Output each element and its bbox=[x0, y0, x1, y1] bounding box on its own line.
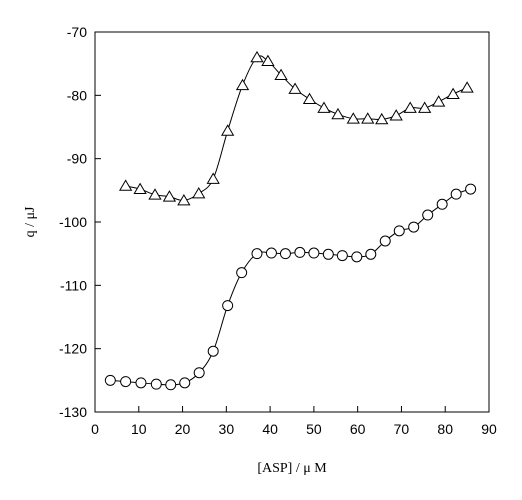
data-point-circle bbox=[236, 267, 248, 279]
data-point-triangle bbox=[206, 172, 220, 184]
series-triangle bbox=[118, 50, 474, 206]
data-point-circle bbox=[322, 248, 334, 260]
data-point-circle bbox=[135, 377, 147, 389]
x-axis-label: [ASP] / μ M bbox=[257, 461, 327, 476]
y-tick-label: -130 bbox=[59, 404, 87, 420]
data-point-circle bbox=[408, 221, 420, 233]
data-point-circle bbox=[450, 188, 462, 200]
data-point-triangle bbox=[250, 50, 264, 63]
data-point-circle bbox=[193, 367, 205, 379]
y-tick-label: -70 bbox=[67, 24, 87, 40]
series-circle bbox=[104, 183, 477, 391]
data-point-circle bbox=[351, 251, 363, 263]
y-tick-label: -110 bbox=[60, 277, 87, 293]
data-point-circle bbox=[222, 300, 234, 312]
data-point-circle bbox=[265, 247, 277, 259]
data-point-triangle bbox=[432, 95, 446, 107]
data-point-triangle bbox=[220, 124, 235, 136]
data-point-circle bbox=[294, 246, 306, 258]
data-point-triangle bbox=[133, 182, 147, 194]
y-tick-label: -100 bbox=[59, 214, 87, 230]
data-point-triangle bbox=[162, 190, 177, 202]
y-tick-label: -80 bbox=[67, 87, 87, 103]
series-line bbox=[125, 55, 468, 201]
data-point-triangle bbox=[274, 68, 288, 80]
x-tick-label: 90 bbox=[481, 421, 497, 437]
y-axis-label: q / μJ bbox=[23, 206, 38, 237]
y-tick-label: -120 bbox=[59, 341, 87, 357]
data-point-triangle bbox=[331, 107, 345, 120]
x-axis: 0 10 20 30 40 50 60 70 80 90 bbox=[91, 406, 497, 437]
data-point-circle bbox=[279, 248, 291, 260]
data-point-triangle bbox=[302, 92, 317, 105]
x-tick-label: 30 bbox=[219, 421, 235, 437]
data-point-triangle bbox=[361, 112, 375, 124]
data-point-triangle bbox=[192, 187, 206, 199]
data-point-circle bbox=[104, 374, 116, 386]
x-tick-label: 40 bbox=[262, 421, 278, 437]
data-point-circle bbox=[422, 209, 434, 221]
data-point-circle bbox=[179, 377, 191, 389]
y-axis: -130 -120 -110 -100 -90 -80 -70 bbox=[59, 24, 101, 420]
y-tick-label: -90 bbox=[67, 151, 87, 167]
data-point-triangle bbox=[177, 193, 191, 206]
x-tick-label: 20 bbox=[175, 421, 191, 437]
x-tick-label: 10 bbox=[131, 421, 147, 437]
data-point-triangle bbox=[235, 78, 250, 91]
data-point-circle bbox=[251, 248, 263, 260]
data-point-circle bbox=[379, 235, 391, 247]
data-point-triangle bbox=[446, 87, 460, 99]
data-point-triangle bbox=[417, 101, 432, 113]
data-point-triangle bbox=[460, 81, 474, 93]
data-point-circle bbox=[150, 378, 162, 390]
x-tick-label: 0 bbox=[91, 421, 99, 437]
series-line bbox=[110, 188, 471, 386]
x-tick-label: 70 bbox=[394, 421, 410, 437]
data-point-circle bbox=[207, 345, 219, 357]
data-point-circle bbox=[365, 248, 377, 260]
data-point-triangle bbox=[261, 54, 275, 67]
data-point-circle bbox=[120, 376, 132, 388]
data-point-circle bbox=[165, 379, 177, 391]
data-point-triangle bbox=[389, 109, 403, 121]
data-point-triangle bbox=[288, 82, 302, 94]
series-layer bbox=[104, 50, 477, 391]
data-point-triangle bbox=[403, 101, 417, 113]
data-point-circle bbox=[308, 247, 320, 259]
data-point-triangle bbox=[346, 112, 360, 124]
data-point-triangle bbox=[148, 188, 162, 200]
data-point-circle bbox=[436, 198, 448, 210]
x-tick-label: 50 bbox=[306, 421, 322, 437]
data-point-circle bbox=[393, 225, 405, 237]
x-tick-label: 80 bbox=[437, 421, 453, 437]
x-tick-label: 60 bbox=[350, 421, 366, 437]
data-point-circle bbox=[336, 250, 348, 262]
data-point-triangle bbox=[375, 112, 389, 125]
data-point-circle bbox=[465, 183, 477, 195]
data-point-triangle bbox=[317, 101, 331, 113]
data-point-triangle bbox=[118, 179, 133, 191]
